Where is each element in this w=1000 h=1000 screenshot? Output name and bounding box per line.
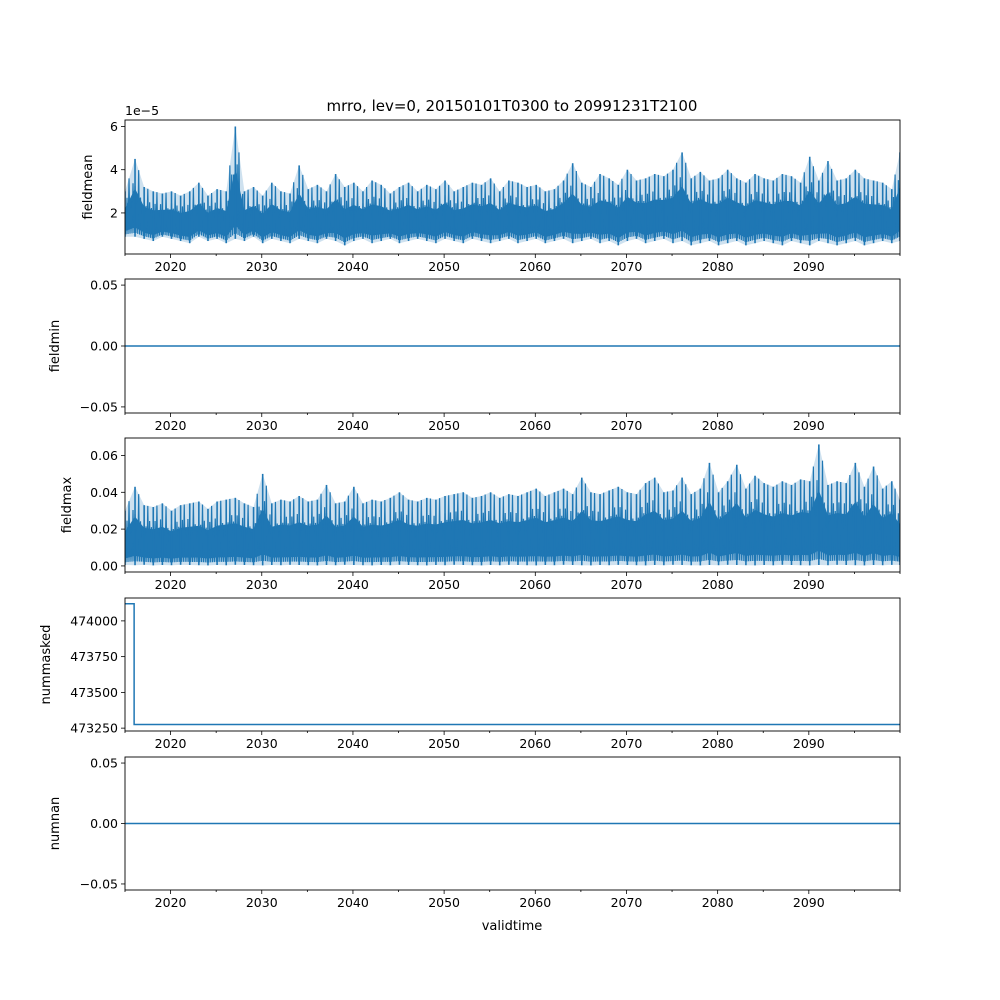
fieldmax-x-ticks: 2020 2030 2040 2050 2060 2070 2080 2090 (124, 572, 901, 592)
x-tick-label: 2040 (337, 418, 369, 433)
y-tick-label: 4 (110, 162, 118, 177)
subplot-fieldmean: 2020 2030 2040 2050 2060 2070 2080 2090 2 4 6 1e−5 f… (81, 103, 901, 274)
numnan-y-ticks: −0.05 0.00 0.05 (80, 756, 125, 891)
x-tick-label: 2050 (428, 895, 460, 910)
nummasked-line (125, 602, 900, 726)
x-tick-label: 2060 (519, 418, 551, 433)
subplot-fieldmax: 2020 2030 2040 2050 2060 2070 2080 2090 0.00 0.02… (60, 437, 901, 592)
x-tick-label: 2080 (702, 259, 734, 274)
subplots: 2020 2030 2040 2050 2060 2070 2080 2090 2 4 6 1e−5 f… (39, 103, 901, 910)
fieldmin-x-ticks: 2020 2030 2040 2050 2060 2070 2080 2090 (124, 413, 901, 433)
nummasked-series (125, 602, 900, 726)
fieldmax-axes-frame (124, 437, 901, 573)
x-tick-label: 2030 (246, 259, 278, 274)
x-tick-label: 2050 (428, 736, 460, 751)
x-tick-label: 2060 (519, 736, 551, 751)
x-tick-label: 2040 (337, 736, 369, 751)
y-tick-label: 0.00 (90, 816, 118, 831)
fieldmax-y-ticks: 0.00 0.02 0.04 0.06 (90, 448, 125, 573)
y-axis-label: nummasked (39, 625, 54, 705)
x-tick-label: 2020 (155, 577, 187, 592)
y-axis-label: numnan (48, 797, 63, 851)
x-tick-label: 2090 (793, 736, 825, 751)
y-tick-label: 0.00 (90, 339, 118, 354)
x-tick-label: 2040 (337, 895, 369, 910)
y-offset-text: 1e−5 (125, 103, 159, 118)
x-tick-label: 2080 (702, 418, 734, 433)
y-tick-label: 0.00 (90, 558, 118, 573)
nummasked-y-ticks: 473250 473500 473750 474000 (70, 613, 125, 736)
x-tick-label: 2080 (702, 736, 734, 751)
fieldmin-y-ticks: −0.05 0.00 0.05 (80, 278, 125, 414)
x-tick-label: 2030 (246, 418, 278, 433)
y-tick-label: −0.05 (80, 876, 118, 891)
x-tick-label: 2070 (611, 259, 643, 274)
x-tick-label: 2020 (155, 736, 187, 751)
fieldmean-trace (125, 152, 900, 243)
y-axis-label: fieldmin (48, 320, 63, 373)
x-tick-label: 2060 (519, 895, 551, 910)
nummasked-x-ticks: 2020 2030 2040 2050 2060 2070 2080 2090 (124, 731, 901, 751)
figure-title: mrro, lev=0, 20150101T0300 to 20991231T2… (327, 97, 698, 115)
fieldmax-trace (125, 460, 900, 563)
x-tick-label: 2040 (337, 577, 369, 592)
y-tick-label: 0.02 (90, 522, 118, 537)
nummasked-axes-frame (124, 597, 901, 732)
x-tick-label: 2090 (793, 259, 825, 274)
fieldmean-axes-frame (124, 119, 901, 255)
subplot-numnan: 2020 2030 2040 2050 2060 2070 2080 2090 −0.05 0.0… (48, 756, 901, 910)
x-tick-label: 2090 (793, 418, 825, 433)
y-axis-label: fieldmean (81, 155, 96, 220)
y-tick-label: 6 (110, 119, 118, 134)
x-tick-label: 2040 (337, 259, 369, 274)
y-axis-label: fieldmax (60, 477, 75, 534)
x-tick-label: 2070 (611, 736, 643, 751)
x-tick-label: 2050 (428, 418, 460, 433)
x-tick-label: 2020 (155, 418, 187, 433)
x-tick-label: 2080 (702, 577, 734, 592)
y-tick-label: 0.05 (90, 278, 118, 293)
x-tick-label: 2030 (246, 895, 278, 910)
x-tick-label: 2080 (702, 895, 734, 910)
x-tick-label: 2030 (246, 577, 278, 592)
fieldmean-x-ticks: 2020 2030 2040 2050 2060 2070 2080 2090 (124, 254, 901, 274)
y-tick-label: 473750 (70, 649, 118, 664)
x-tick-label: 2070 (611, 577, 643, 592)
numnan-x-ticks: 2020 2030 2040 2050 2060 2070 2080 2090 (124, 890, 901, 910)
x-tick-label: 2050 (428, 259, 460, 274)
x-tick-label: 2070 (611, 895, 643, 910)
fieldmean-series (125, 126, 900, 246)
x-tick-label: 2020 (155, 895, 187, 910)
y-tick-label: 473250 (70, 721, 118, 736)
y-tick-label: 473500 (70, 685, 118, 700)
x-axis-label: validtime (482, 919, 543, 934)
y-tick-label: 0.05 (90, 756, 118, 771)
x-tick-label: 2070 (611, 418, 643, 433)
x-tick-label: 2050 (428, 577, 460, 592)
y-tick-label: 0.06 (90, 448, 118, 463)
y-tick-label: 2 (110, 205, 118, 220)
y-tick-label: 474000 (70, 613, 118, 628)
y-tick-label: −0.05 (80, 399, 118, 414)
x-tick-label: 2090 (793, 577, 825, 592)
x-tick-label: 2060 (519, 259, 551, 274)
fieldmean-y-ticks: 2 4 6 (110, 119, 125, 220)
y-tick-label: 0.04 (90, 485, 118, 500)
fieldmax-series (125, 444, 900, 566)
subplot-nummasked: 2020 2030 2040 2050 2060 2070 2080 209047325047… (39, 597, 901, 751)
x-tick-label: 2060 (519, 577, 551, 592)
subplot-fieldmin: 2020 2030 2040 2050 2060 2070 2080 2090 −0.05 0.0… (48, 278, 901, 433)
x-tick-label: 2090 (793, 895, 825, 910)
x-tick-label: 2030 (246, 736, 278, 751)
x-tick-label: 2020 (155, 259, 187, 274)
